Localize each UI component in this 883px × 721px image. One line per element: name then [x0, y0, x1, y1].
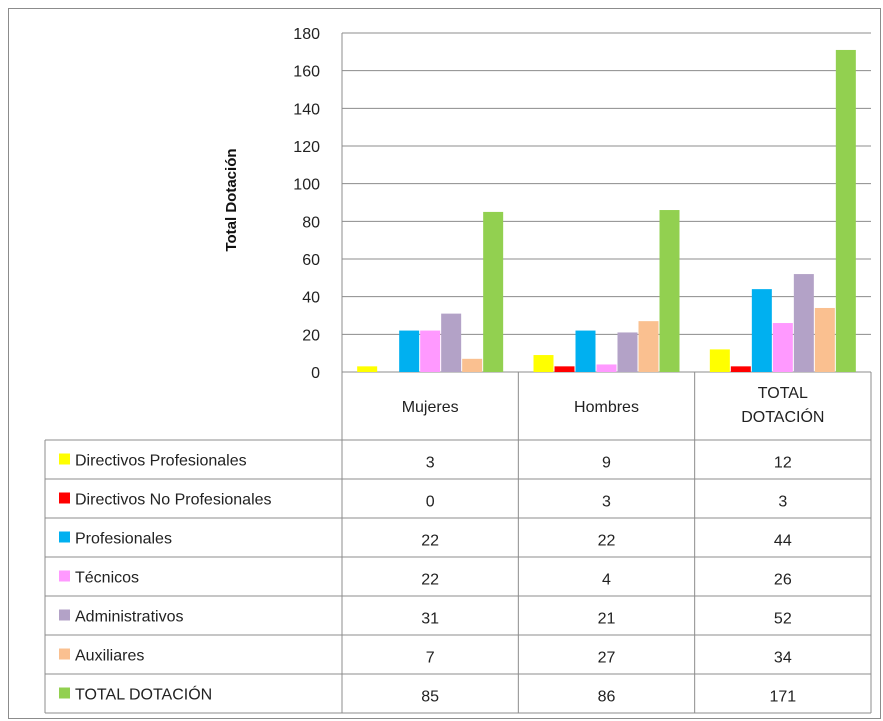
- data-table: Mujeres Hombres TOTAL DOTACIÓN Directivos Pr…: [44, 372, 872, 714]
- bar-5-3: [793, 274, 814, 372]
- y-tick-label: 0: [311, 365, 320, 382]
- table-value: 9: [602, 455, 611, 472]
- chart-frame: [8, 8, 881, 719]
- bar-3-1: [399, 330, 420, 372]
- y-tick-label: 20: [302, 327, 320, 344]
- legend-key-5: [59, 609, 70, 621]
- table-value: 31: [421, 611, 439, 628]
- table-value: 44: [774, 533, 792, 550]
- bar-7-1: [483, 211, 504, 372]
- legend-label: Técnicos: [75, 570, 139, 587]
- bar-1-3: [709, 349, 730, 372]
- y-tick-label: 180: [293, 26, 320, 43]
- table-value: 3: [602, 494, 611, 511]
- table-value: 0: [426, 494, 435, 511]
- bar-6-1: [462, 358, 483, 372]
- category-label: Mujeres: [402, 399, 459, 416]
- table-value: 86: [598, 689, 616, 706]
- bar-2-3: [730, 366, 751, 372]
- bar-2-2: [554, 366, 575, 372]
- table-value: 4: [602, 572, 611, 589]
- bar-4-3: [772, 323, 793, 372]
- category-label: TOTAL DOTACIÓN: [741, 385, 824, 426]
- legend-label: Profesionales: [75, 531, 172, 548]
- table-value: 171: [769, 689, 796, 706]
- table-value: 52: [774, 611, 792, 628]
- y-tick-label: 100: [293, 177, 320, 194]
- bar-5-2: [617, 332, 638, 372]
- legend-label: Administrativos: [75, 609, 183, 626]
- legend-label: Directivos No Profesionales: [75, 492, 272, 509]
- legend-key-6: [59, 648, 70, 660]
- legend-label: Auxiliares: [75, 648, 144, 665]
- bar-1-2: [533, 355, 554, 372]
- legend-key-1: [59, 453, 70, 465]
- table-value: 27: [598, 650, 616, 667]
- bar-4-1: [420, 330, 441, 372]
- bar-5-1: [441, 313, 462, 372]
- table-value: 34: [774, 650, 792, 667]
- legend-key-3: [59, 531, 70, 543]
- bar-3-3: [751, 289, 772, 372]
- table-value: 26: [774, 572, 792, 589]
- y-tick-label: 80: [302, 214, 320, 231]
- bar-6-2: [638, 321, 659, 372]
- y-axis-label: Total Dotación: [223, 148, 240, 251]
- table-value: 3: [426, 455, 435, 472]
- bar-4-2: [596, 364, 617, 372]
- table-value: 12: [774, 455, 792, 472]
- y-tick-label: 40: [302, 290, 320, 307]
- table-value: 85: [421, 689, 439, 706]
- table-value: 7: [426, 650, 435, 667]
- table-value: 21: [598, 611, 616, 628]
- gridlines: [341, 32, 871, 373]
- legend-label: TOTAL DOTACIÓN: [75, 685, 212, 704]
- y-tick-label: 120: [293, 139, 320, 156]
- legend-key-4: [59, 570, 70, 582]
- category-label: Hombres: [574, 399, 639, 416]
- table-value: 22: [421, 572, 439, 589]
- bar-7-2: [659, 210, 680, 372]
- legend-key-7: [59, 687, 70, 699]
- table-value: 3: [778, 494, 787, 511]
- bars: [357, 49, 856, 372]
- y-tick-label: 140: [293, 101, 320, 118]
- bar-6-3: [814, 307, 835, 372]
- y-tick-label: 60: [302, 252, 320, 269]
- table-value: 22: [598, 533, 616, 550]
- bar-7-3: [835, 49, 856, 372]
- table-value: 22: [421, 533, 439, 550]
- legend-label: Directivos Profesionales: [75, 453, 247, 470]
- y-axis-ticks: 0 20 40 60 80 100 120 140 160 180: [293, 26, 320, 382]
- bar-3-2: [575, 330, 596, 372]
- legend-key-2: [59, 492, 70, 504]
- y-tick-label: 160: [293, 64, 320, 81]
- bar-1-1: [357, 366, 378, 372]
